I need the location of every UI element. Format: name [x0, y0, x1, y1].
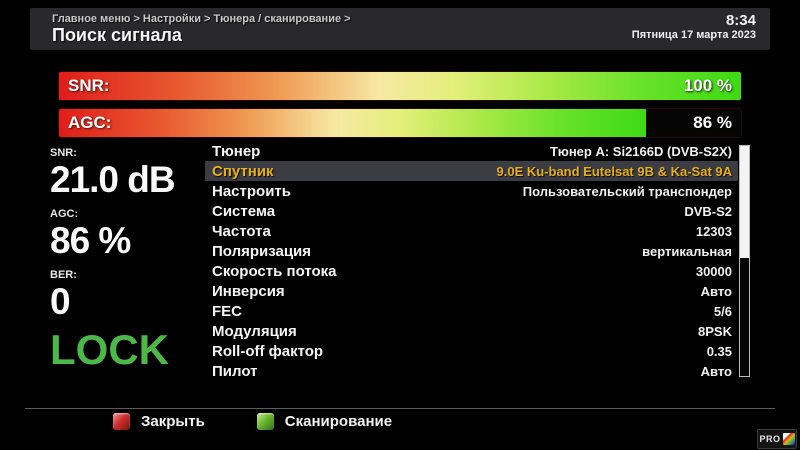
date-display: Пятница 17 марта 2023 — [631, 29, 756, 41]
settings-row-value: 0.35 — [706, 343, 732, 359]
settings-row-9[interactable]: FEC 5/6 — [205, 301, 738, 321]
settings-row-label: Настроить — [212, 182, 291, 200]
agc-gauge: AGC: 86 % — [58, 108, 742, 138]
settings-row-label: Roll-off фактор — [212, 342, 324, 360]
settings-row-value: 12303 — [695, 223, 732, 239]
settings-list: Тюнер Тюнер A: Si2166D (DVB-S2X) Спутник… — [205, 141, 738, 381]
snr-gauge-percent: 100 % — [683, 76, 732, 95]
signal-readout: BER: 0 — [50, 269, 200, 323]
channel-logo-icon — [782, 433, 795, 445]
scrollbar-thumb[interactable] — [740, 146, 749, 258]
settings-row-value: 8PSK — [698, 323, 732, 339]
time-display: 8:34 — [725, 12, 756, 29]
settings-row-label: Спутник — [212, 162, 274, 180]
settings-row-value: Тюнер A: Si2166D (DVB-S2X) — [549, 143, 732, 159]
settings-row-10[interactable]: Модуляция 8PSK — [205, 321, 738, 341]
settings-row-11[interactable]: Roll-off фактор 0.35 — [205, 341, 738, 361]
signal-readout: SNR: 21.0 dB — [50, 147, 200, 201]
settings-row-label: Пилот — [212, 362, 258, 380]
settings-row-label: Поляризация — [212, 242, 312, 260]
readout-label: SNR: — [50, 147, 77, 159]
settings-row-2[interactable]: Спутник 9.0E Ku-band Eutelsat 9B & Ka-Sa… — [205, 161, 738, 181]
settings-row-label: FEC — [212, 302, 242, 320]
settings-row-value: вертикальная — [642, 243, 732, 259]
footer-button-label: Сканирование — [284, 413, 393, 430]
agc-gauge-label: AGC: — [68, 113, 112, 132]
settings-scrollbar[interactable] — [739, 145, 750, 377]
settings-row-7[interactable]: Скорость потока 30000 — [205, 261, 738, 281]
footer-button[interactable]: Сканирование — [256, 413, 393, 430]
settings-row-label: Система — [212, 202, 276, 220]
readout-value: 0 — [50, 281, 71, 322]
footer-button-label: Закрыть — [141, 413, 205, 430]
channel-logo-text: PRO — [759, 434, 781, 444]
red-key-icon — [113, 413, 130, 430]
settings-row-value: DVB-S2 — [684, 203, 732, 219]
header-bar: Главное меню > Настройки > Тюнера / скан… — [30, 8, 770, 50]
signal-readouts: SNR: 21.0 dB AGC: 86 % BER: 0 LOCK — [50, 140, 200, 373]
settings-row-12[interactable]: Пилот Авто — [205, 361, 738, 381]
settings-row-value: Авто — [700, 363, 732, 379]
snr-gauge-label: SNR: — [68, 76, 110, 95]
clock: 8:34 Пятница 17 марта 2023 — [632, 12, 756, 42]
settings-row-label: Тюнер — [212, 142, 261, 160]
agc-gauge-fill — [59, 109, 646, 137]
settings-row-6[interactable]: Поляризация вертикальная — [205, 241, 738, 261]
settings-row-value: 5/6 — [713, 303, 732, 319]
readout-label: AGC: — [50, 208, 79, 220]
footer-button[interactable]: Закрыть — [113, 413, 205, 430]
settings-row-5[interactable]: Частота 12303 — [205, 221, 738, 241]
green-key-icon — [256, 413, 274, 430]
settings-row-label: Инверсия — [212, 282, 285, 300]
footer-hintbar: Закрыть Сканирование — [113, 413, 392, 430]
settings-row-label: Модуляция — [212, 322, 297, 340]
snr-gauge-fill — [59, 72, 741, 100]
readouts-container: SNR: 21.0 dB AGC: 86 % BER: 0 — [50, 147, 200, 323]
snr-gauge: SNR: 100 % — [58, 71, 742, 101]
settings-row-value: Авто — [700, 283, 732, 299]
settings-row-label: Частота — [212, 222, 271, 240]
settings-row-value: Пользовательский транспондер — [522, 183, 732, 199]
footer-separator — [25, 408, 775, 409]
breadcrumb: Главное меню > Настройки > Тюнера / скан… — [52, 13, 351, 25]
settings-row-value: 9.0E Ku-band Eutelsat 9B & Ka-Sat 9A — [496, 163, 733, 179]
settings-row-1[interactable]: Тюнер Тюнер A: Si2166D (DVB-S2X) — [205, 141, 738, 161]
signal-readout: AGC: 86 % — [50, 208, 200, 262]
lock-status: LOCK — [50, 326, 169, 373]
channel-logo: PRO — [757, 429, 797, 449]
settings-row-8[interactable]: Инверсия Авто — [205, 281, 738, 301]
settings-row-value: 30000 — [695, 263, 732, 279]
page-title: Поиск сигнала — [52, 25, 182, 45]
settings-row-4[interactable]: Система DVB-S2 — [205, 201, 738, 221]
readout-label: BER: — [50, 269, 77, 281]
readout-value: 21.0 dB — [50, 159, 176, 200]
agc-gauge-percent: 86 % — [693, 113, 732, 132]
settings-row-3[interactable]: Настроить Пользовательский транспондер — [205, 181, 738, 201]
readout-value: 86 % — [50, 220, 131, 261]
settings-row-label: Скорость потока — [212, 262, 337, 280]
